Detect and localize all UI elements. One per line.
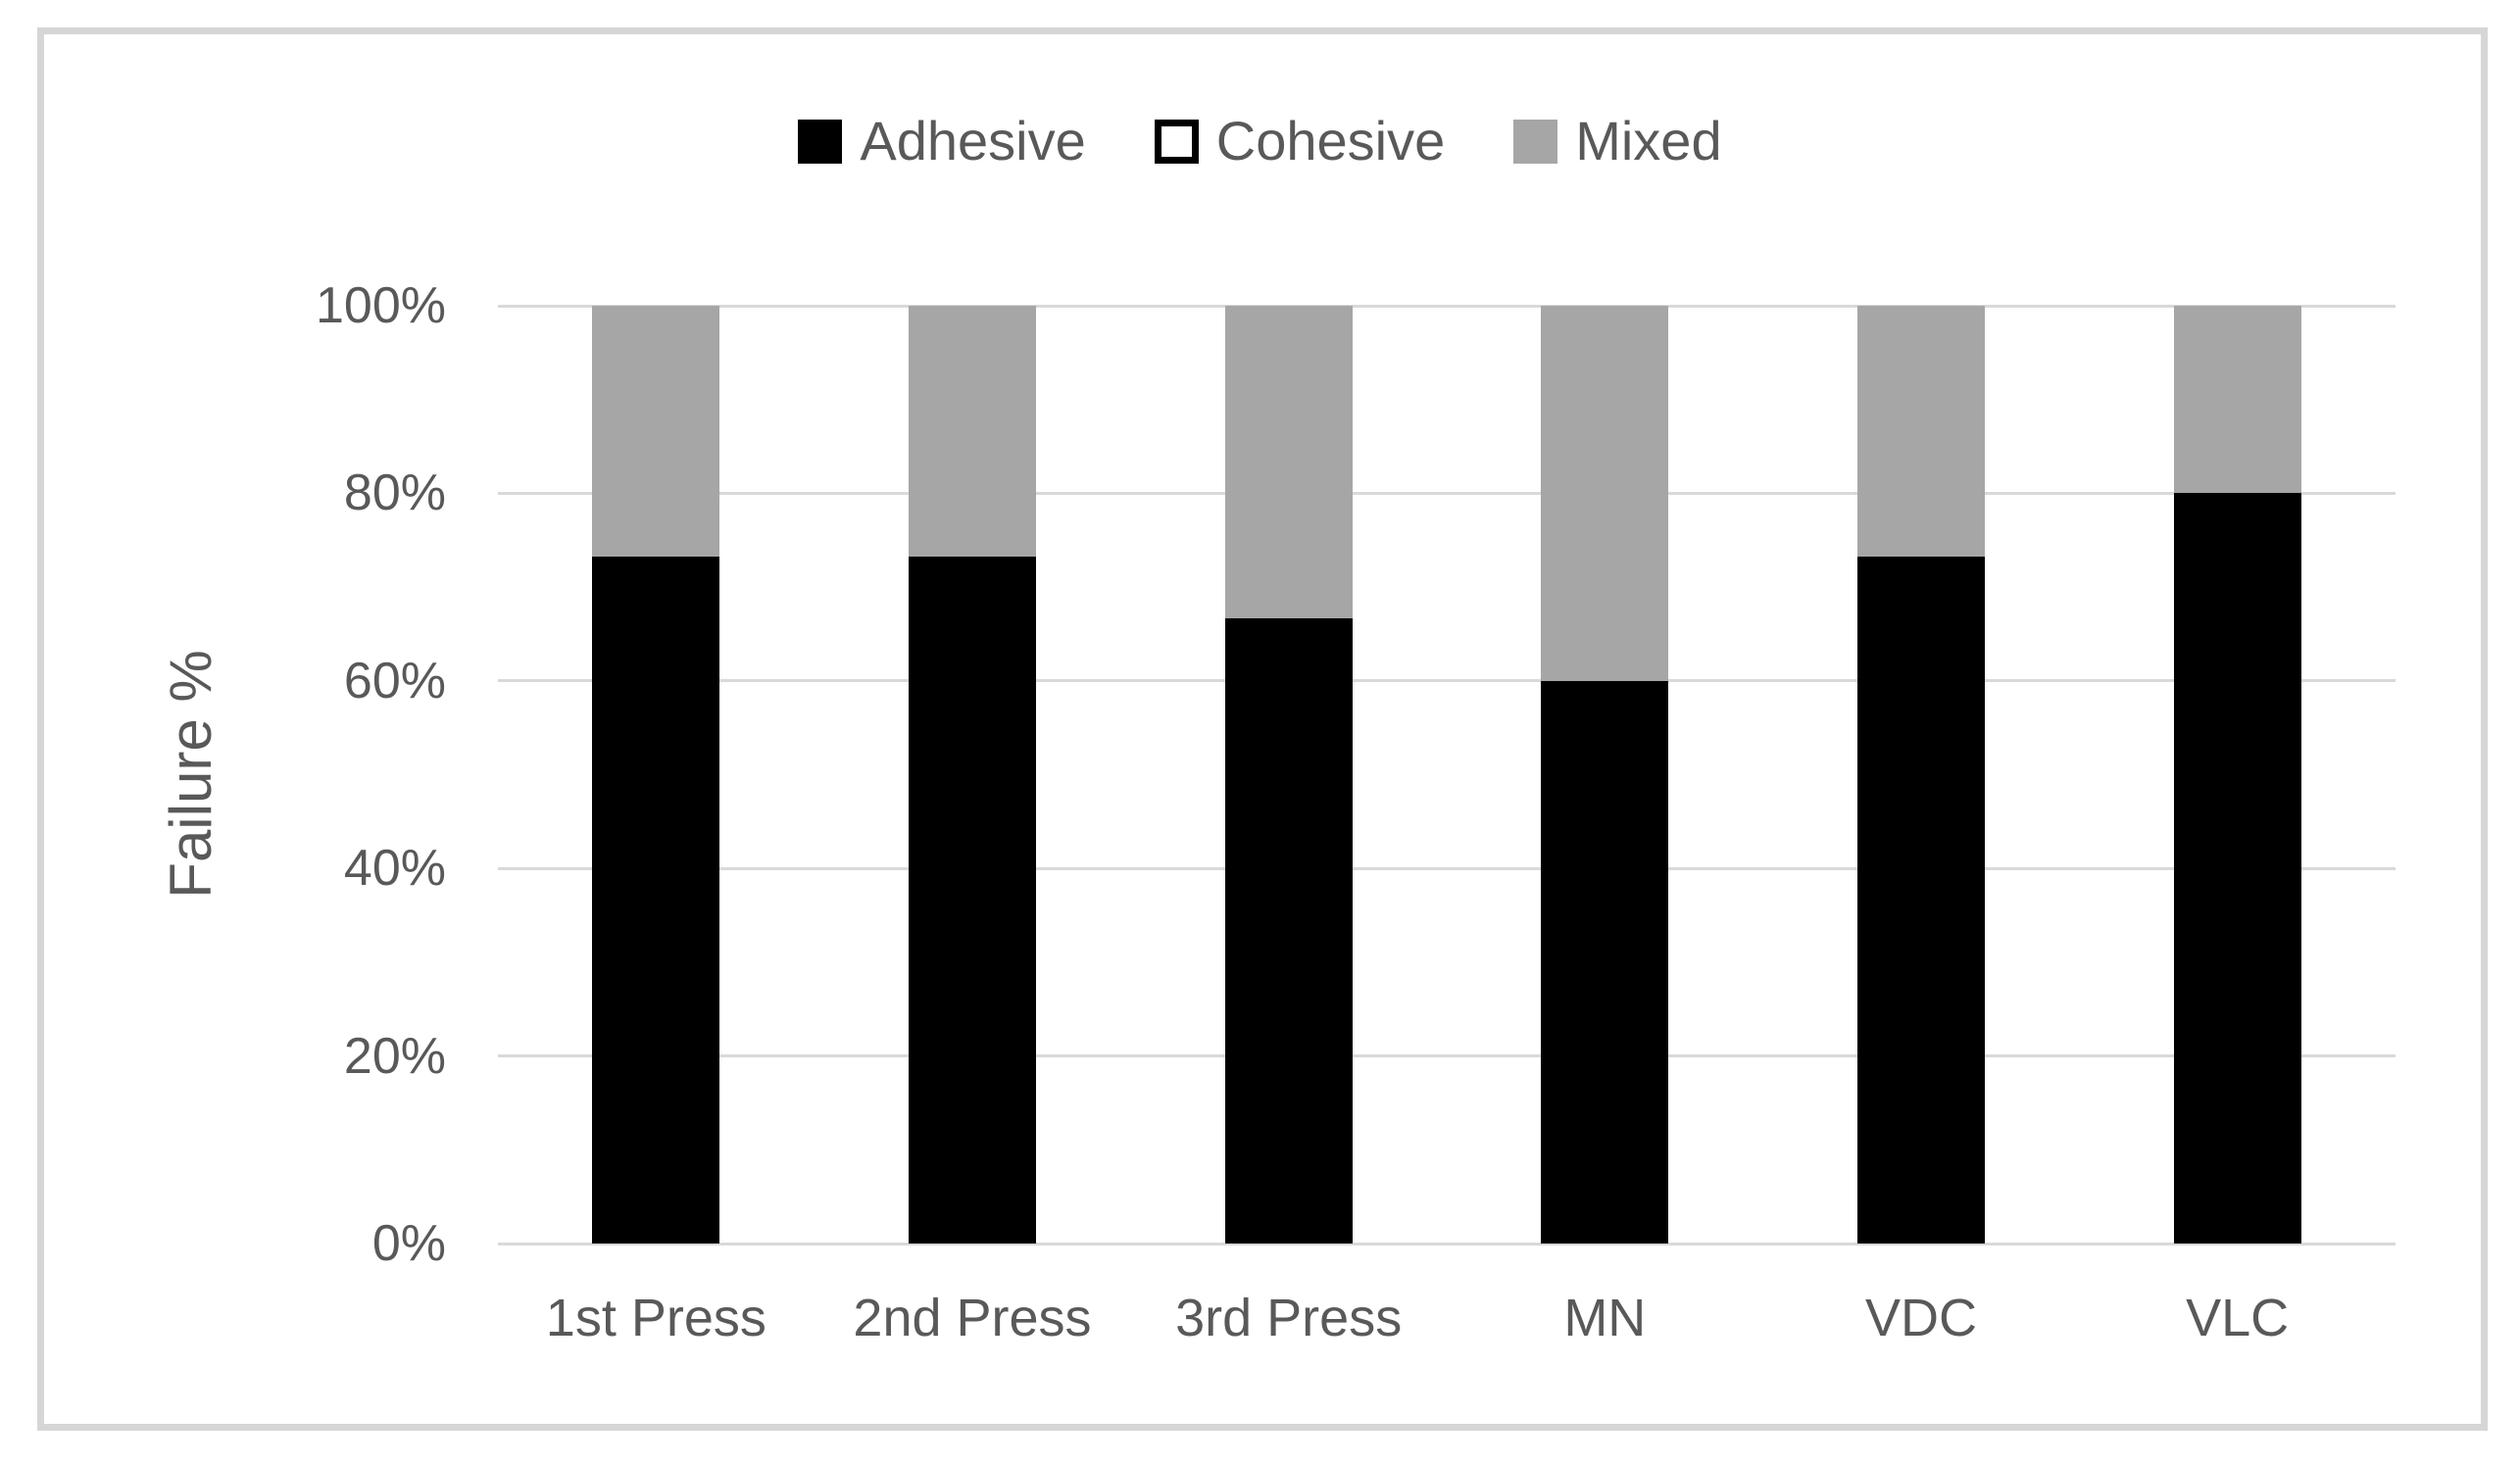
x-axis-label: MN (1563, 1289, 1647, 1347)
bar-segment-adhesive (2173, 493, 2301, 1244)
bar-segment-mixed (1857, 306, 1985, 557)
y-tick-label: 0% (371, 1215, 446, 1272)
legend-marker-icon (798, 119, 843, 164)
bar-segment-adhesive (1857, 556, 1985, 1244)
gridline (498, 866, 2396, 870)
bar-segment-adhesive (1224, 617, 1353, 1244)
bar-segment-mixed (1541, 306, 1669, 681)
x-axis-label: VDC (1864, 1289, 1977, 1347)
legend-label: Adhesive (860, 110, 1086, 171)
legend-item-cohesive: Cohesive (1154, 110, 1446, 171)
gridline (498, 679, 2396, 683)
x-axis-label: 1st Press (545, 1289, 766, 1347)
y-tick-label: 20% (343, 1027, 446, 1085)
legend-label: Mixed (1575, 110, 1722, 171)
y-tick-label: 40% (343, 840, 446, 898)
y-tick-label: 100% (316, 277, 446, 334)
x-axis-label: 2nd Press (853, 1289, 1092, 1347)
bar-segment-adhesive (909, 556, 1036, 1244)
bar-segment-mixed (592, 306, 720, 557)
bar-segment-mixed (2173, 306, 2301, 494)
gridline (498, 304, 2396, 308)
plot-area (498, 304, 2396, 1245)
legend-label: Cohesive (1215, 110, 1446, 171)
y-tick-label: 60% (343, 652, 446, 709)
legend-item-adhesive: Adhesive (798, 110, 1086, 171)
gridline (498, 1242, 2396, 1245)
bar-segment-adhesive (592, 556, 720, 1244)
gridline (498, 1054, 2396, 1058)
legend-marker-icon (1154, 119, 1199, 164)
y-tick-label: 80% (343, 464, 446, 522)
gridline (498, 491, 2396, 495)
x-axis-label: VLC (2186, 1289, 2290, 1347)
legend-marker-icon (1513, 119, 1558, 164)
bar-segment-mixed (909, 306, 1036, 557)
bar-segment-adhesive (1541, 680, 1669, 1244)
legend-item-mixed: Mixed (1513, 110, 1722, 171)
bar-segment-mixed (1224, 306, 1353, 618)
legend: Adhesive Cohesive Mixed (0, 114, 2520, 169)
x-axis-label: 3rd Press (1175, 1289, 1403, 1347)
